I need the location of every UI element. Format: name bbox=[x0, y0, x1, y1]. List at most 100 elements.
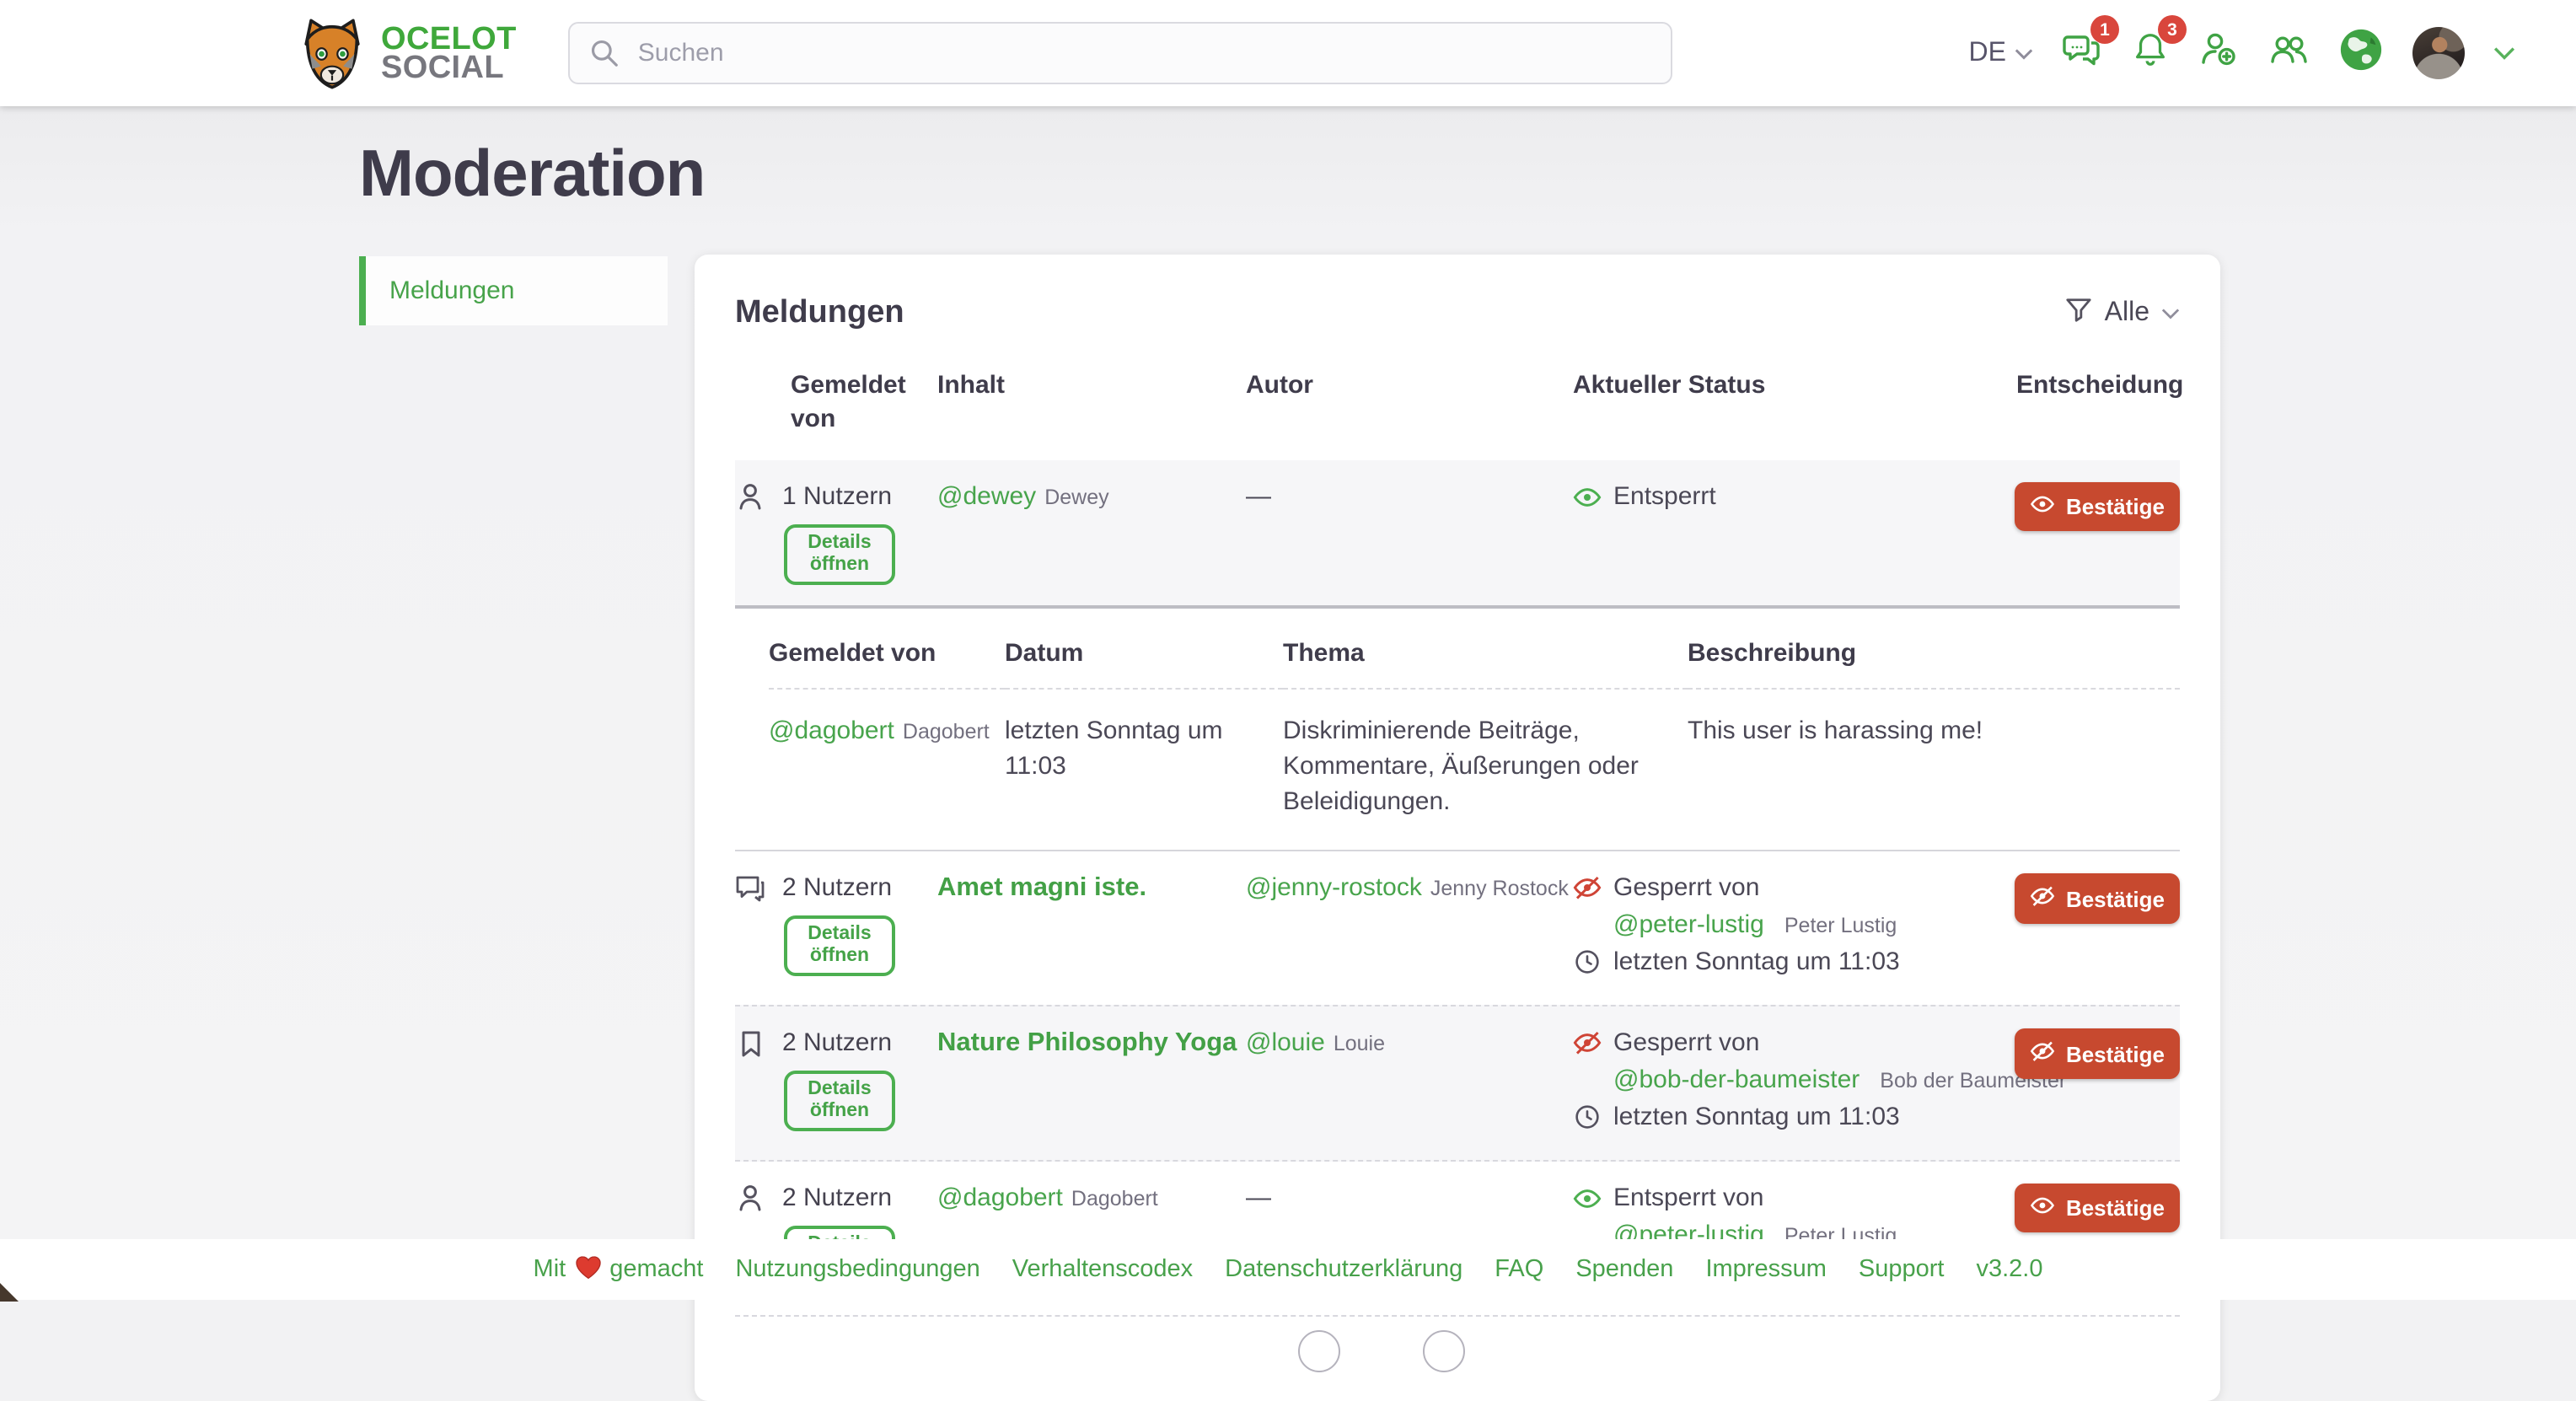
follow-requests-button[interactable] bbox=[2198, 29, 2239, 78]
details-column-thema: Thema bbox=[1283, 639, 1688, 690]
footer-version-label[interactable]: v3.2.0 bbox=[1976, 1256, 2043, 1283]
footer-link-impressum[interactable]: Impressum bbox=[1705, 1256, 1827, 1283]
global-search bbox=[568, 22, 1673, 84]
open-details-button[interactable]: Details öffnen bbox=[784, 915, 895, 976]
footer: Mit gemacht Nutzungsbedingungen Verhalte… bbox=[0, 1239, 2576, 1300]
footer-link-spenden[interactable]: Spenden bbox=[1575, 1256, 1674, 1283]
report-date: letzten Sonntag um 11:03 bbox=[1005, 717, 1223, 781]
sidebar-item-label: Meldungen bbox=[389, 276, 515, 305]
reporter-count: 1 Nutzern bbox=[782, 482, 893, 511]
status-date: letzten Sonntag um 11:03 bbox=[1613, 947, 1900, 976]
chat-icon bbox=[2062, 29, 2102, 78]
groups-button[interactable] bbox=[2267, 29, 2310, 78]
comment-icon bbox=[735, 874, 765, 901]
bookmark-icon bbox=[735, 1029, 765, 1056]
footer-link-made-with-love[interactable]: Mit gemacht bbox=[534, 1253, 703, 1286]
filter-icon bbox=[2066, 296, 2093, 331]
eye-off-icon bbox=[2031, 885, 2056, 912]
map-button[interactable] bbox=[2338, 26, 2384, 80]
author-user-name: Jenny Rostock bbox=[1430, 877, 1569, 900]
confirm-button[interactable]: Bestätige bbox=[2015, 1184, 2180, 1232]
bell-icon bbox=[2131, 29, 2170, 78]
user-icon bbox=[735, 1184, 765, 1212]
moderator-user-link[interactable]: @peter-lustig bbox=[1613, 910, 1764, 939]
details-column-beschreibung: Beschreibung bbox=[1688, 639, 2180, 690]
content-title-link[interactable]: Nature Philosophy Yoga bbox=[937, 1028, 1237, 1057]
notifications-button[interactable]: 3 bbox=[2131, 15, 2187, 78]
avatar[interactable] bbox=[2412, 27, 2465, 79]
details-header-row: Gemeldet von Datum Thema Beschreibung bbox=[769, 639, 2180, 690]
table-row: 1 Nutzern Details öffnen @dewey Dewey — E… bbox=[735, 460, 2180, 609]
brand-logo[interactable]: OCELOT SOCIAL bbox=[295, 16, 517, 90]
report-topic: Diskriminierende Beiträge, Kommentare, Ä… bbox=[1283, 717, 1639, 816]
author-cell: — bbox=[1246, 482, 1271, 511]
people-icon bbox=[2267, 29, 2310, 78]
author-user-name: Louie bbox=[1333, 1032, 1386, 1055]
confirm-button[interactable]: Bestätige bbox=[2015, 1028, 2180, 1079]
details-column-datum: Datum bbox=[1005, 639, 1283, 690]
table-row: 2 Nutzern Details öffnen Amet magni iste… bbox=[735, 851, 2180, 1005]
language-label: DE bbox=[1968, 38, 2006, 67]
content-user-name: Dewey bbox=[1044, 486, 1109, 509]
eye-off-icon bbox=[1573, 875, 1602, 900]
eye-off-icon bbox=[2031, 1040, 2056, 1067]
confirm-button[interactable]: Bestätige bbox=[2015, 873, 2180, 924]
person-plus-icon bbox=[2198, 29, 2239, 78]
confirm-button[interactable]: Bestätige bbox=[2015, 482, 2180, 531]
moderator-user-link[interactable]: @bob-der-baumeister bbox=[1613, 1066, 1860, 1094]
page-title: Moderation bbox=[359, 138, 706, 211]
open-details-button[interactable]: Details öffnen bbox=[784, 1071, 895, 1131]
open-details-button[interactable]: Details öffnen bbox=[784, 524, 895, 585]
moderator-user-name: Peter Lustig bbox=[1784, 913, 1897, 937]
content-user-name: Dagobert bbox=[1071, 1187, 1158, 1210]
content-title-link[interactable]: Amet magni iste. bbox=[937, 873, 1147, 902]
globe-icon bbox=[2338, 26, 2384, 80]
author-user-link[interactable]: @jenny-rostock bbox=[1246, 873, 1422, 902]
report-description: This user is harassing me! bbox=[1688, 717, 1983, 745]
table-row: 2 Nutzern Details öffnen Nature Philosop… bbox=[735, 1005, 2180, 1162]
previous-page-button[interactable] bbox=[1298, 1330, 1340, 1372]
profile-menu-chevron-icon[interactable] bbox=[2493, 38, 2515, 68]
header-controls: DE 1 bbox=[1969, 15, 2515, 80]
column-header-autor: Autor bbox=[1246, 371, 1313, 400]
table-header-row: Gemeldet von Inhalt Autor Aktueller Stat… bbox=[735, 369, 2184, 460]
status-label: Entsperrt bbox=[1613, 482, 1716, 511]
footer-link-datenschutzerklaerung[interactable]: Datenschutzerklärung bbox=[1225, 1256, 1463, 1283]
language-selector[interactable]: DE bbox=[1969, 38, 2033, 68]
filter-label: Alle bbox=[2104, 298, 2149, 327]
eye-icon bbox=[2031, 1195, 2056, 1221]
content-user-link[interactable]: @dewey bbox=[937, 482, 1037, 511]
chat-button[interactable]: 1 bbox=[2062, 15, 2119, 78]
sidebar-item-meldungen[interactable]: Meldungen bbox=[359, 256, 668, 325]
report-details-panel: Gemeldet von Datum Thema Beschreibung @d… bbox=[735, 609, 2180, 851]
chat-badge: 1 bbox=[2090, 15, 2119, 44]
next-page-button[interactable] bbox=[1423, 1330, 1465, 1372]
details-data-row: @dagobert Dagobert letzten Sonntag um 11:… bbox=[769, 690, 2180, 819]
footer-link-nutzungsbedingungen[interactable]: Nutzungsbedingungen bbox=[735, 1256, 980, 1283]
status-label: Gesperrt von bbox=[1613, 1028, 1760, 1057]
reporter-user-name: Dagobert bbox=[902, 720, 990, 743]
content-user-link[interactable]: @dagobert bbox=[937, 1184, 1063, 1212]
column-header-inhalt: Inhalt bbox=[937, 371, 1005, 400]
mouse-cursor bbox=[0, 1280, 24, 1310]
search-input[interactable] bbox=[568, 22, 1673, 84]
heart-icon bbox=[574, 1253, 601, 1286]
filter-dropdown[interactable]: Alle bbox=[2066, 296, 2180, 331]
footer-link-support[interactable]: Support bbox=[1858, 1256, 1945, 1283]
footer-link-faq[interactable]: FAQ bbox=[1495, 1256, 1544, 1283]
reporter-user-link[interactable]: @dagobert bbox=[769, 717, 894, 745]
column-header-entscheidung: Entscheidung bbox=[2016, 371, 2184, 400]
footer-link-verhaltenscodex[interactable]: Verhaltenscodex bbox=[1012, 1256, 1194, 1283]
eye-off-icon bbox=[1573, 1030, 1602, 1055]
clock-icon bbox=[1573, 949, 1602, 974]
column-header-gemeldet-von: Gemeldet von bbox=[791, 371, 906, 433]
author-user-link[interactable]: @louie bbox=[1246, 1028, 1325, 1057]
reports-table: Gemeldet von Inhalt Autor Aktueller Stat… bbox=[735, 369, 2184, 1372]
reporter-count: 2 Nutzern bbox=[782, 1028, 893, 1057]
status-label: Entsperrt von bbox=[1613, 1184, 1764, 1212]
notifications-badge: 3 bbox=[2158, 15, 2187, 44]
reporter-count: 2 Nutzern bbox=[782, 873, 893, 902]
reporter-count: 2 Nutzern bbox=[782, 1184, 893, 1212]
moderation-sidebar: Meldungen bbox=[359, 256, 668, 325]
